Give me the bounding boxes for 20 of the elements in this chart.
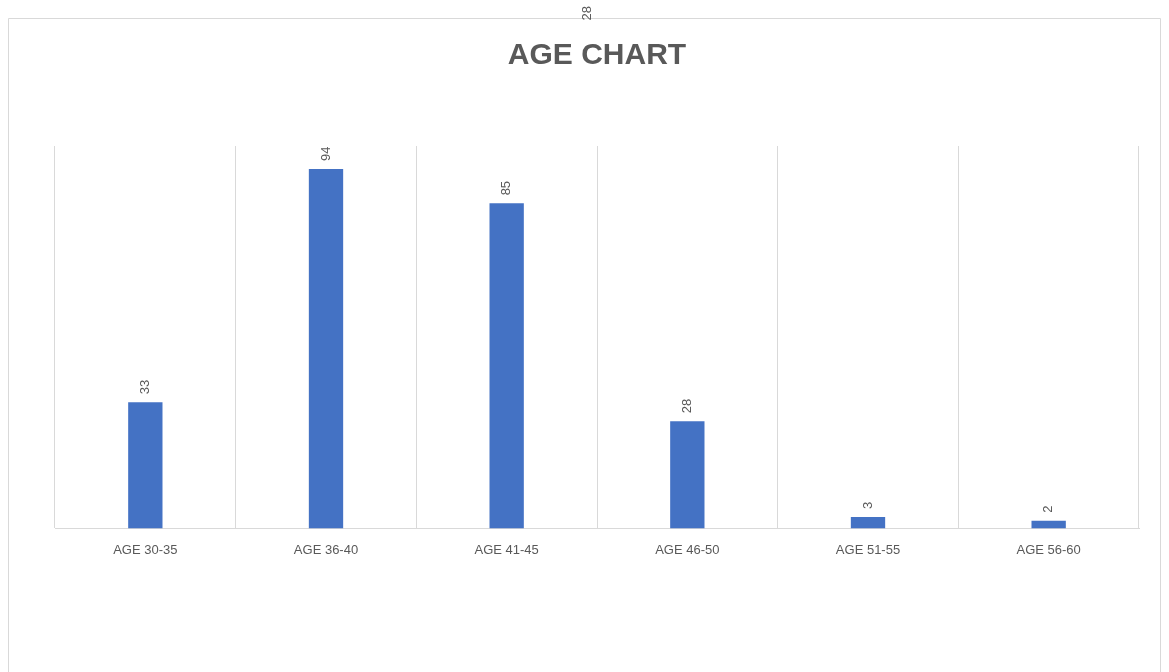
x-tick-label: AGE 51-55 <box>835 541 901 557</box>
bar <box>1031 520 1066 529</box>
bar <box>489 203 524 529</box>
bar <box>128 402 163 529</box>
bar <box>670 421 705 529</box>
data-label: 28 <box>678 398 694 414</box>
x-tick-label: AGE 46-50 <box>655 541 720 557</box>
data-label: 33 <box>136 379 152 395</box>
x-tick-label: AGE 41-45 <box>474 541 539 557</box>
chart-title: AGE CHART <box>507 37 687 71</box>
data-label: 3 <box>859 501 875 509</box>
x-tick-label: AGE 56-60 <box>1016 541 1081 557</box>
data-label: 94 <box>317 146 333 161</box>
data-label: 85 <box>498 180 514 196</box>
text: 28 <box>579 6 595 21</box>
data-label: 2 <box>1040 505 1056 513</box>
bar <box>308 168 344 529</box>
bar <box>850 516 886 529</box>
x-tick-label: AGE 36-40 <box>293 541 359 557</box>
x-tick-label: AGE 30-35 <box>113 541 178 557</box>
